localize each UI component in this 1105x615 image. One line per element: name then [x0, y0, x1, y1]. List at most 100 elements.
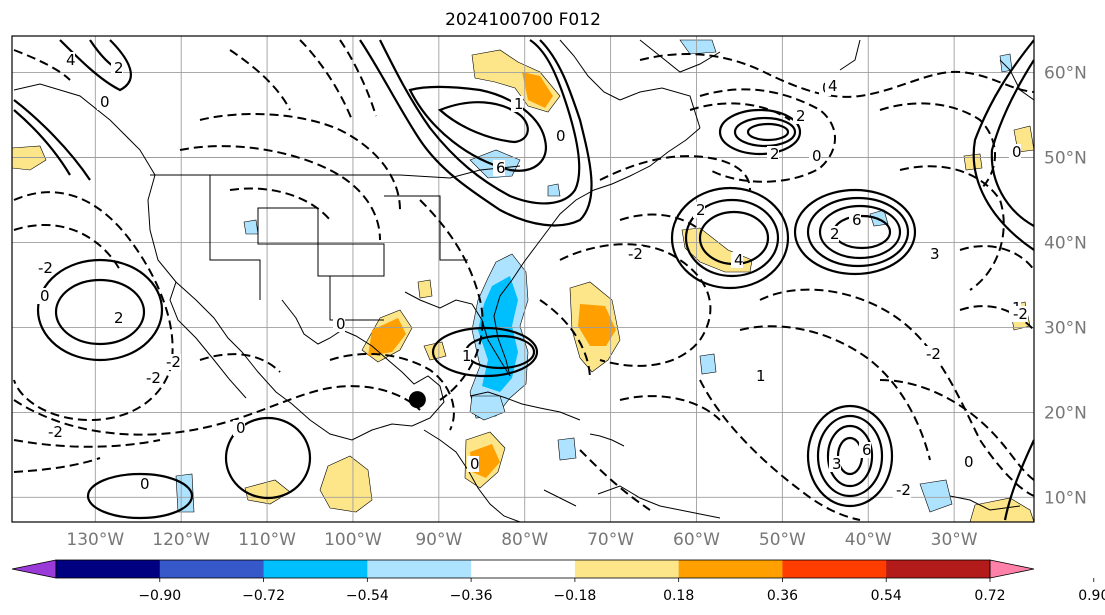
latitude-label: 50°N	[1044, 149, 1087, 169]
contour-label-bg	[829, 456, 841, 472]
colorbar-tick-label: 0.36	[767, 588, 798, 604]
contour-label-bg	[333, 316, 345, 332]
graticule	[12, 36, 1034, 522]
contour-label: 6	[862, 441, 872, 459]
contour-label: -2	[146, 369, 161, 387]
longitude-label: 110°W	[238, 530, 296, 550]
contour-label-bg	[111, 60, 123, 76]
contour-label-bg	[459, 348, 471, 364]
contour-label-bg	[1010, 306, 1028, 322]
colorbar-segment	[56, 560, 161, 578]
colorbar-segment	[782, 560, 887, 578]
contour-label-bg	[893, 482, 911, 498]
contour-label-bg	[511, 96, 523, 112]
contour-label: 0	[470, 455, 480, 473]
contour-label-bg	[137, 476, 149, 492]
contour-label: 4	[734, 251, 744, 269]
colorbar-tick-label: 0.72	[974, 588, 1005, 604]
map-frame	[11, 35, 1035, 523]
contour-label-bg	[625, 246, 643, 262]
contour-label: 0	[336, 315, 346, 333]
colorbar: −0.90 −0.72 −0.54 −0.36 −0.18 0.18 0.36 0.54 0.7…	[11, 559, 1105, 604]
colorbar-tick-label: −0.54	[346, 588, 389, 604]
contour-label-bg	[849, 212, 861, 228]
contour-label-bg	[923, 346, 941, 362]
contour-label: 6	[496, 159, 506, 177]
contour-label: 0	[964, 453, 974, 471]
colorbar-segment	[574, 560, 680, 578]
colorbar-min-extension	[11, 559, 57, 579]
latitude-label: 60°N	[1044, 64, 1087, 84]
contour-label: 3	[832, 455, 842, 473]
contour-label-bg	[493, 160, 505, 176]
colorbar-segment	[263, 560, 368, 578]
contour-label-bg	[731, 252, 743, 268]
colorbar-max-extension	[989, 559, 1035, 579]
longitude-label: 120°W	[152, 530, 210, 550]
contour-label: 3	[930, 245, 940, 263]
contour-label-bg	[163, 354, 181, 370]
contour-label: -2	[896, 481, 911, 499]
longitude-label: 80°W	[501, 530, 548, 550]
contour-label-bg	[767, 146, 779, 162]
contour-label: -2	[628, 245, 643, 263]
contour-label: -2	[38, 259, 53, 277]
contour-label: 4	[66, 51, 76, 69]
colorbar-tick-label: −0.36	[450, 588, 493, 604]
contour-label: 2	[114, 309, 124, 327]
contour-label: 0	[236, 419, 246, 437]
latitude-label: 40°N	[1044, 233, 1087, 253]
colorbar-tick-label: 0.18	[663, 588, 694, 604]
longitude-label: 40°W	[845, 530, 892, 550]
contour-label: -2	[1013, 305, 1028, 323]
coastlines	[13, 39, 1034, 522]
contour-label: 0	[1012, 143, 1022, 161]
colorbar-tick-label: 0.54	[871, 588, 902, 604]
contour-label-bg	[37, 288, 49, 304]
colorbar-segment	[678, 560, 783, 578]
contour-label: 0	[140, 475, 150, 493]
longitude-labels: 130°W 120°W 110°W 100°W 90°W 80°W 70°W 60°W 50°W…	[66, 530, 977, 550]
colorbar-tick-label: −0.72	[242, 588, 285, 604]
contour-label-bg	[693, 202, 705, 218]
contour-label-bg	[233, 420, 245, 436]
colorbar-segment	[886, 560, 991, 578]
latitude-labels: 60°N 50°N 40°N 30°N 20°N 10°N	[1044, 64, 1087, 509]
contour-label-bg	[45, 424, 63, 440]
contour-label-bg	[553, 128, 565, 144]
contour-label: -2	[48, 423, 63, 441]
contour-label: 1	[756, 367, 766, 385]
colorbar-segment	[471, 560, 576, 578]
longitude-label: 30°W	[931, 530, 978, 550]
longitude-label: 50°W	[759, 530, 806, 550]
storm-center-marker	[408, 391, 426, 409]
contour-label-bg	[793, 108, 805, 124]
latitude-label: 30°N	[1044, 318, 1087, 338]
latitude-label: 10°N	[1044, 488, 1087, 508]
contour-label: 6	[852, 211, 862, 229]
contour-label: 2	[830, 225, 840, 243]
contour-label: 2	[770, 145, 780, 163]
contour-label: 1	[462, 347, 472, 365]
contour-label: 0	[556, 127, 566, 145]
colorbar-segment	[159, 560, 265, 578]
contour-label: -2	[166, 353, 181, 371]
contour-label-bg	[63, 52, 75, 68]
longitude-label: 90°W	[415, 530, 462, 550]
contour-label-bg	[111, 310, 123, 326]
map-panel: 402610264220-202-2-204260301-200-213-20-…	[12, 36, 1034, 522]
figure-title: 2024100700 F012	[445, 10, 601, 30]
contour-label-bg	[961, 454, 973, 470]
colorbar-tick-label: 0.90	[1078, 588, 1105, 604]
contour-label-bg	[827, 226, 839, 242]
colorbar-segment	[367, 560, 472, 578]
contour-label-bg	[467, 456, 479, 472]
contour-label-bg	[35, 260, 53, 276]
contour-label-bg	[97, 94, 109, 110]
contour-label-bg	[825, 78, 837, 94]
colorbar-tick-label: −0.90	[138, 588, 181, 604]
colorbar-outline	[55, 559, 991, 579]
longitude-label: 130°W	[66, 530, 124, 550]
contour-label: 0	[40, 287, 50, 305]
